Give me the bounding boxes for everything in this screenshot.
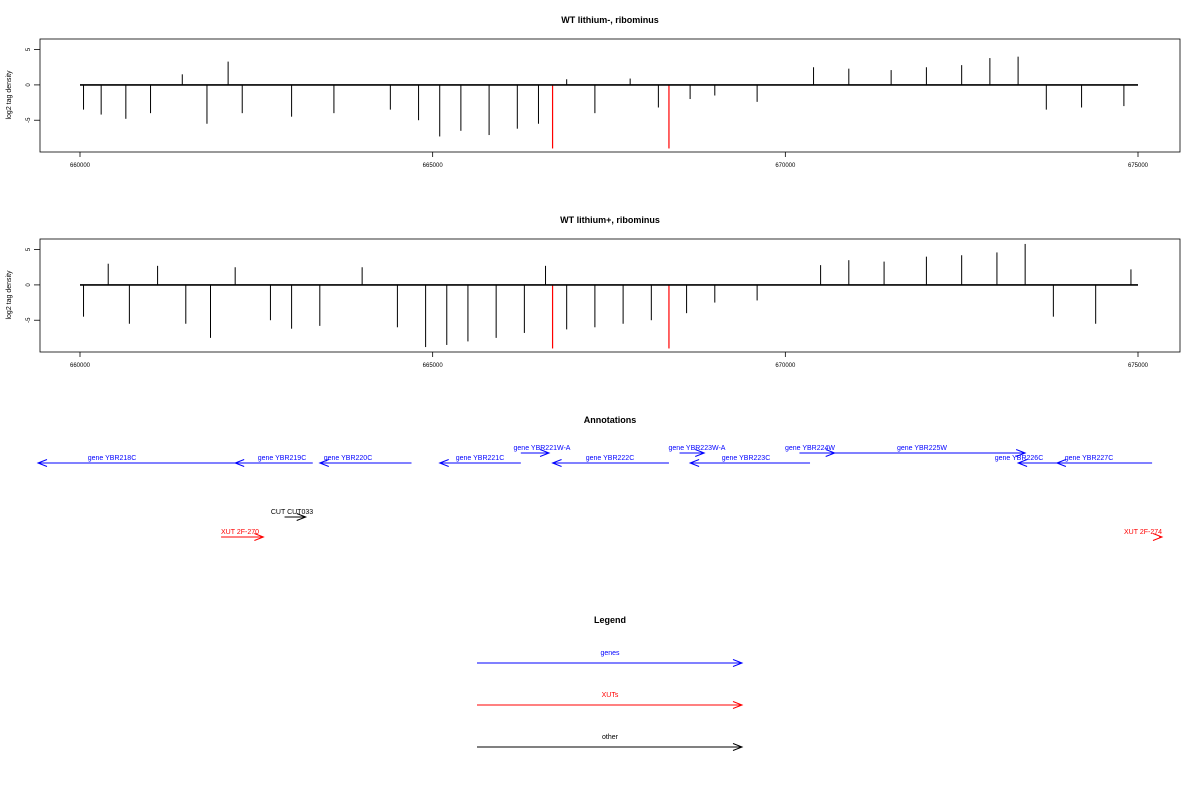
annotation-label: gene YBR219C — [258, 455, 307, 462]
arrowhead — [1015, 449, 1027, 457]
annotation-label: gene YBR227C — [1065, 455, 1114, 462]
annotation-label: gene YBR225W — [897, 445, 947, 452]
annotation-items: gene YBR218C gene YBR219C gene YBR220C gene… — [36, 445, 1164, 541]
arrowhead — [1016, 459, 1028, 467]
x-tick-label: 660000 — [70, 163, 91, 169]
annotation-label: XUT 2F-274 — [1124, 529, 1162, 536]
y-tick-label: 5 — [26, 247, 32, 251]
y-tick-label: 0 — [26, 283, 32, 287]
track-panel-lithium-plus: WT lithium+, ribominus log2 tag density … — [6, 215, 1181, 369]
annotation-label: gene YBR224W — [785, 445, 835, 452]
arrowhead — [551, 459, 562, 467]
arrowhead — [36, 459, 48, 467]
legend-label: XUTs — [602, 692, 619, 699]
arrowhead — [296, 513, 308, 521]
panel-title: WT lithium+, ribominus — [560, 215, 660, 225]
arrowhead — [318, 459, 329, 467]
legend-label: genes — [600, 650, 620, 657]
annotation-label: gene YBR218C — [88, 455, 137, 462]
legend-section: Legend genes XUTs other — [477, 615, 744, 751]
annotation-label: gene YBR223C — [722, 455, 771, 462]
annotation-label: gene YBR221W-A — [514, 445, 571, 452]
x-tick-label: 670000 — [775, 363, 796, 369]
plot-frame — [39, 38, 1181, 153]
annotation-label: gene YBR223W-A — [669, 445, 726, 452]
x-tick-label: 665000 — [423, 163, 444, 169]
y-tick-label: 5 — [26, 47, 32, 51]
y-tick-label: -5 — [26, 317, 32, 323]
y-tick-label: -5 — [26, 117, 32, 123]
legend-title: Legend — [594, 615, 626, 625]
legend-items: genes XUTs other — [477, 650, 744, 751]
y-axis-label: log2 tag density — [6, 270, 13, 320]
y-axis: -5 0 5 — [26, 247, 40, 323]
panel-title: WT lithium-, ribominus — [561, 15, 659, 25]
annotation-label: gene YBR226C — [995, 455, 1044, 462]
y-axis-label: log2 tag density — [6, 70, 13, 120]
x-tick-label: 670000 — [775, 163, 796, 169]
x-tick-label: 660000 — [70, 363, 91, 369]
highlight-group — [551, 284, 670, 349]
arrowhead — [1055, 459, 1067, 467]
legend-arrowhead — [732, 659, 744, 667]
arrowhead — [438, 459, 449, 467]
annotation-label: gene YBR221C — [456, 455, 505, 462]
annotation-label: gene YBR222C — [586, 455, 635, 462]
annotation-label: CUT CUT033 — [271, 509, 313, 516]
arrowhead — [1152, 533, 1164, 541]
x-tick-label: 665000 — [423, 363, 444, 369]
arrowhead — [539, 449, 551, 457]
plot-frame — [39, 238, 1181, 353]
x-axis: 660000 665000 670000 675000 — [70, 152, 1149, 169]
bar-group — [83, 243, 1132, 348]
legend-label: other — [602, 734, 619, 741]
y-axis: -5 0 5 — [26, 47, 40, 123]
y-tick-label: 0 — [26, 83, 32, 87]
arrowhead — [688, 459, 700, 467]
bar-group — [83, 56, 1125, 137]
annotations-section: Annotations gene YBR218C gene YBR219C gene… — [36, 415, 1164, 541]
annotation-label: XUT 2F-270 — [221, 529, 259, 536]
legend-arrowhead — [732, 743, 744, 751]
arrowhead — [233, 459, 245, 467]
x-tick-label: 675000 — [1128, 363, 1149, 369]
arrowhead — [695, 449, 706, 457]
annotations-title: Annotations — [584, 415, 637, 425]
arrowhead — [254, 533, 265, 541]
legend-arrowhead — [732, 701, 744, 709]
x-axis: 660000 665000 670000 675000 — [70, 352, 1149, 369]
track-panel-lithium-minus: WT lithium-, ribominus log2 tag density … — [6, 15, 1181, 169]
annotation-label: gene YBR220C — [324, 455, 373, 462]
highlight-group — [551, 84, 670, 149]
x-tick-label: 675000 — [1128, 163, 1149, 169]
